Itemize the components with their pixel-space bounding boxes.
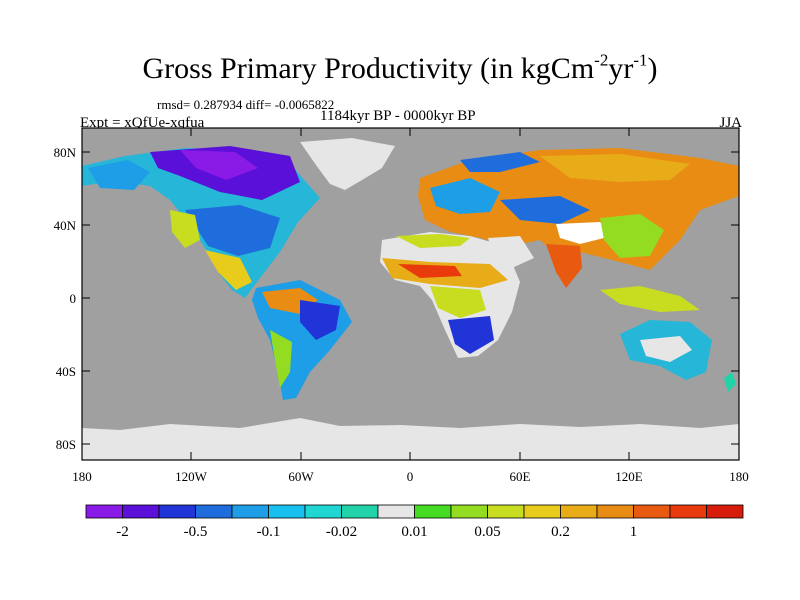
legend-labels: -2 -0.5 -0.1 -0.02 0.01 0.05 0.2 1 — [116, 524, 637, 540]
central-africa-field — [430, 286, 486, 318]
brazil-field — [300, 300, 340, 340]
lat-label-80s: 80S — [56, 437, 76, 452]
legend-swatch — [706, 504, 744, 519]
east-asia-field — [600, 214, 664, 258]
greenland — [300, 138, 395, 190]
lon-label-60e: 60E — [510, 469, 531, 484]
period-label: 1184kyr BP - 0000kyr BP — [320, 108, 476, 124]
legend-swatch — [377, 504, 415, 519]
color-legend — [85, 504, 744, 519]
lon-label-120w: 120W — [175, 469, 208, 484]
lon-label-120e: 120E — [615, 469, 643, 484]
legend-label: -0.5 — [184, 524, 208, 540]
legend-label: 0.2 — [551, 524, 570, 540]
legend-swatch — [669, 504, 707, 519]
tibet-field — [556, 222, 612, 244]
legend-swatch — [195, 504, 233, 519]
central-asia-field — [500, 196, 590, 224]
legend-swatch — [487, 504, 525, 519]
siberia-field — [540, 154, 690, 182]
legend-swatch — [414, 504, 452, 519]
lon-label-60w: 60W — [288, 469, 314, 484]
legend-swatch — [158, 504, 196, 519]
lat-label-40n: 40N — [54, 218, 77, 233]
lat-label-0: 0 — [70, 291, 77, 306]
antarctica — [82, 418, 739, 460]
lon-label-0: 0 — [407, 469, 414, 484]
map-title: Gross Primary Productivity (in kgCm-2yr-… — [0, 50, 800, 86]
legend-label: 0.01 — [401, 524, 427, 540]
lat-label-80n: 80N — [54, 145, 77, 160]
andes-field — [270, 330, 292, 388]
lon-label-180w: 180 — [72, 469, 92, 484]
alaska-field — [88, 160, 150, 190]
legend-swatch — [341, 504, 379, 519]
legend-swatch — [268, 504, 306, 519]
legend-swatch — [633, 504, 671, 519]
legend-label: -2 — [116, 524, 129, 540]
arctic-russia-field — [460, 152, 540, 172]
experiment-label: Expt = xQfUe-xqfua — [80, 115, 205, 131]
arabia-field — [488, 236, 534, 268]
season-label: JJA — [719, 115, 742, 131]
axis-ticks — [81, 128, 740, 460]
lat-label-40s: 40S — [56, 364, 76, 379]
canada-purple-field — [180, 150, 258, 180]
australia-center-field — [640, 336, 692, 362]
legend-swatch — [523, 504, 561, 519]
legend-swatch — [560, 504, 598, 519]
legend-swatch — [85, 504, 123, 519]
legend-swatch — [231, 504, 269, 519]
usa-west-field — [170, 210, 200, 248]
legend-swatch — [122, 504, 160, 519]
usa-field — [185, 205, 280, 256]
se-asia-islands — [600, 286, 700, 312]
legend-label: 0.05 — [474, 524, 500, 540]
title-exponent-area: -2 — [594, 50, 609, 70]
land-fields — [82, 138, 739, 460]
legend-swatch — [450, 504, 488, 519]
title-time-unit: yr — [608, 52, 634, 85]
title-main: Gross Primary Productivity (in kgCm — [142, 52, 595, 85]
title-exponent-time: -1 — [633, 50, 648, 70]
legend-swatch — [304, 504, 342, 519]
title-close: ) — [647, 52, 658, 85]
legend-label: -0.1 — [257, 524, 281, 540]
legend-label: -0.02 — [326, 524, 357, 540]
lon-label-180e: 180 — [729, 469, 749, 484]
mexico-field — [205, 250, 252, 290]
statistics-text: rmsd= 0.287934 diff= -0.0065822 — [157, 97, 335, 112]
india-field — [546, 244, 582, 288]
legend-label: 1 — [630, 524, 638, 540]
new-zealand — [724, 372, 736, 392]
southern-africa-field — [448, 316, 494, 354]
sahel-red-field — [398, 264, 462, 278]
north-africa-field — [396, 234, 470, 248]
legend-swatch — [596, 504, 634, 519]
europe-field — [430, 178, 500, 214]
